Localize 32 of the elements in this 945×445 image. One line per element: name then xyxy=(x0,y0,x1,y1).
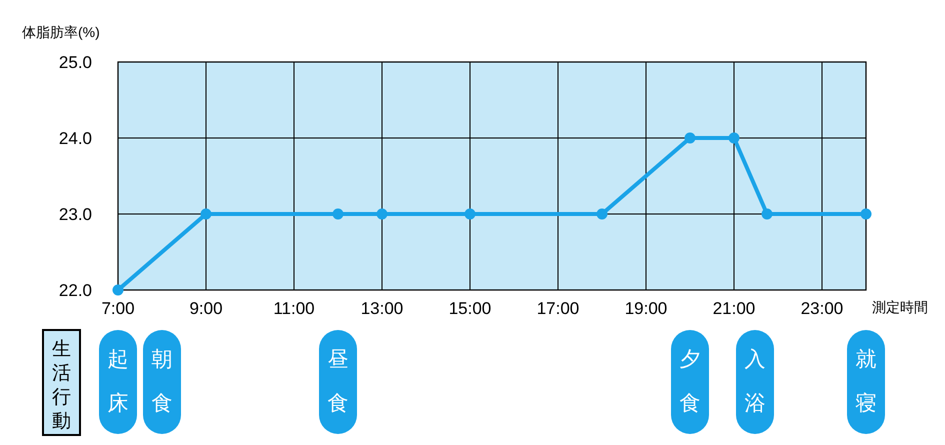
x-tick-label: 21:00 xyxy=(712,299,756,318)
point xyxy=(860,208,872,220)
y-tick-label: 24.0 xyxy=(58,128,92,148)
point xyxy=(332,208,344,220)
x-tick-label: 9:00 xyxy=(189,299,223,318)
text: 夕食 xyxy=(680,348,700,415)
y-tick-label: 23.0 xyxy=(58,204,92,224)
x-tick-label: 15:00 xyxy=(448,299,492,318)
point xyxy=(596,208,608,220)
point xyxy=(762,208,772,220)
point xyxy=(728,132,740,144)
point xyxy=(112,284,124,296)
x-tick-label: 19:00 xyxy=(624,299,668,318)
point xyxy=(464,208,476,220)
x-tick-label: 7:00 xyxy=(101,299,135,318)
text: 起床 xyxy=(108,348,128,415)
y-axis-title: 体脂肪率(%) xyxy=(22,24,100,40)
text: 昼食 xyxy=(328,348,348,415)
point xyxy=(376,208,388,220)
y-tick-label: 22.0 xyxy=(58,280,92,300)
x-tick-label: 23:00 xyxy=(800,299,844,318)
text: 生活行動 xyxy=(52,339,71,432)
x-tick-label: 17:00 xyxy=(536,299,580,318)
x-axis-title: 測定時間 xyxy=(872,299,928,315)
text: 就寝 xyxy=(856,348,876,415)
text: 朝食 xyxy=(152,348,172,415)
text: 入浴 xyxy=(744,348,766,415)
point xyxy=(684,132,696,144)
point xyxy=(200,208,212,220)
x-tick-label: 11:00 xyxy=(273,299,315,318)
x-tick-label: 13:00 xyxy=(360,299,404,318)
y-tick-label: 25.0 xyxy=(58,52,92,72)
